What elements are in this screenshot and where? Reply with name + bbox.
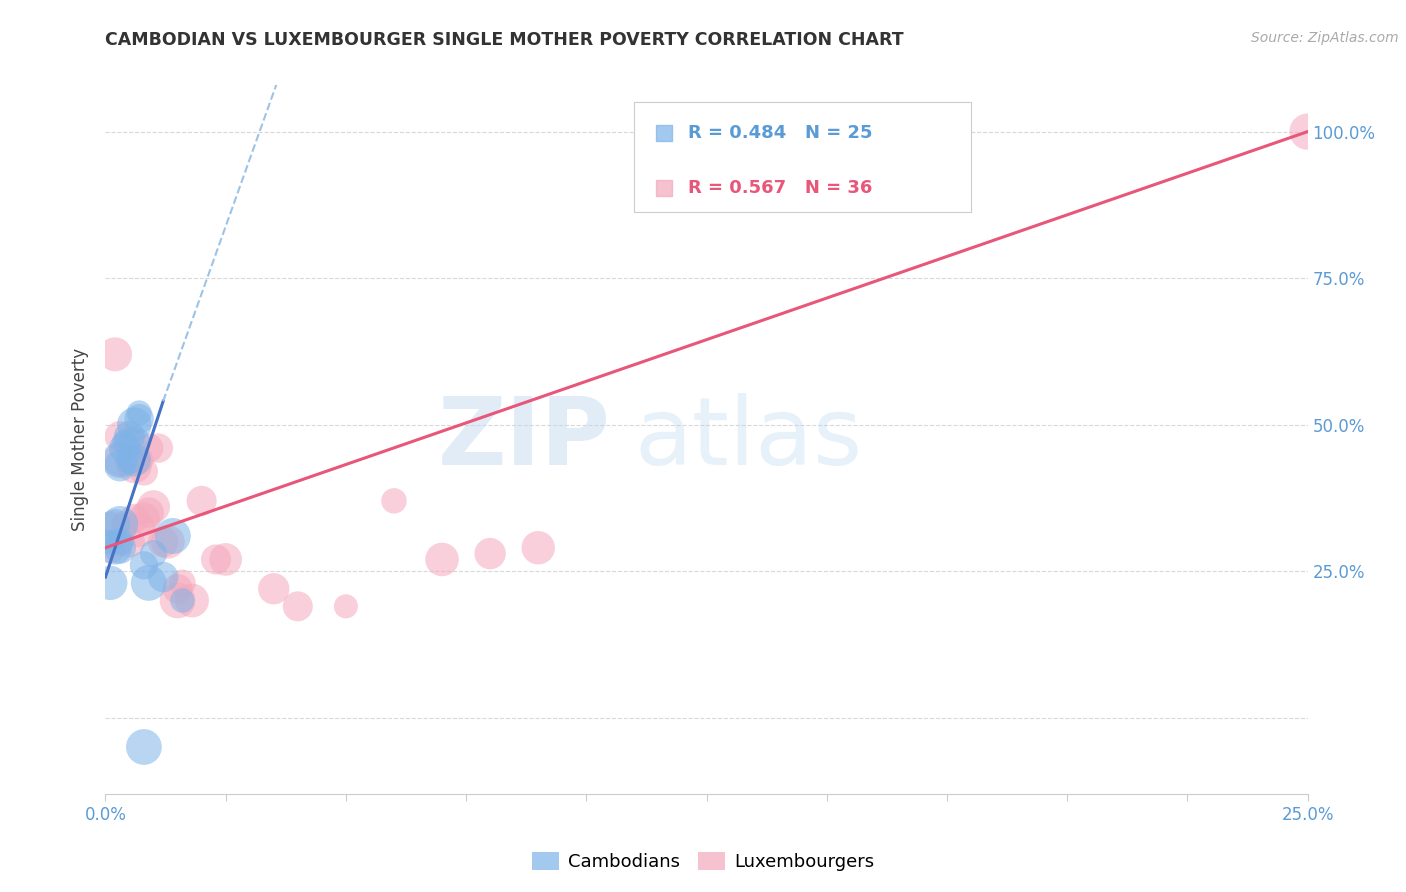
Point [172, 575, 194, 590]
Point [128, 412, 150, 426]
Text: ZIP: ZIP [437, 393, 610, 485]
Point [132, 739, 155, 754]
Point [98, 517, 121, 532]
Point [287, 599, 309, 614]
Point [138, 506, 160, 520]
Text: R = 0.484   N = 25: R = 0.484 N = 25 [689, 124, 873, 142]
Point [156, 534, 179, 549]
Point [152, 534, 174, 549]
Point [166, 582, 188, 596]
Point [118, 534, 141, 549]
Point [190, 493, 212, 508]
Text: Source: ZipAtlas.com: Source: ZipAtlas.com [1251, 31, 1399, 45]
Point [205, 552, 228, 566]
Point [166, 593, 188, 607]
Point [124, 452, 146, 467]
Point [382, 493, 405, 508]
Point [124, 417, 146, 432]
Text: R = 0.567   N = 36: R = 0.567 N = 36 [689, 179, 873, 197]
Point [128, 452, 150, 467]
Point [214, 552, 236, 566]
Legend: Cambodians, Luxembourgers: Cambodians, Luxembourgers [524, 845, 882, 879]
Point [148, 441, 170, 455]
Point [108, 452, 131, 467]
Point [152, 570, 174, 584]
Point [124, 511, 146, 525]
Point [128, 406, 150, 420]
Point [132, 511, 155, 525]
Point [118, 435, 141, 450]
Point [108, 541, 131, 555]
Point [108, 517, 131, 532]
Point [172, 593, 194, 607]
Point [142, 500, 165, 514]
Point [104, 541, 127, 555]
Y-axis label: Single Mother Poverty: Single Mother Poverty [72, 348, 90, 531]
Point [114, 435, 136, 450]
Point [1296, 125, 1319, 139]
Text: atlas: atlas [634, 393, 863, 485]
Point [138, 441, 160, 455]
Point [430, 552, 453, 566]
Point [98, 575, 121, 590]
Text: CAMBODIAN VS LUXEMBOURGER SINGLE MOTHER POVERTY CORRELATION CHART: CAMBODIAN VS LUXEMBOURGER SINGLE MOTHER … [105, 31, 904, 49]
Point [108, 429, 131, 443]
Point [132, 558, 155, 573]
Point [104, 347, 127, 361]
Point [335, 599, 357, 614]
Point [142, 547, 165, 561]
Point [118, 429, 141, 443]
Point [162, 529, 184, 543]
Point [138, 575, 160, 590]
Point [181, 593, 204, 607]
Point [108, 534, 131, 549]
Point [527, 541, 550, 555]
Point [114, 517, 136, 532]
Point [104, 517, 127, 532]
Point [124, 458, 146, 473]
FancyBboxPatch shape [634, 103, 972, 212]
Point [108, 452, 131, 467]
Point [98, 534, 121, 549]
Point [114, 441, 136, 455]
Point [128, 523, 150, 537]
Point [98, 541, 121, 555]
Point [118, 452, 141, 467]
Point [132, 465, 155, 479]
Point [118, 452, 141, 467]
Point [124, 435, 146, 450]
Point [479, 547, 502, 561]
Point [263, 582, 285, 596]
Point [108, 458, 131, 473]
